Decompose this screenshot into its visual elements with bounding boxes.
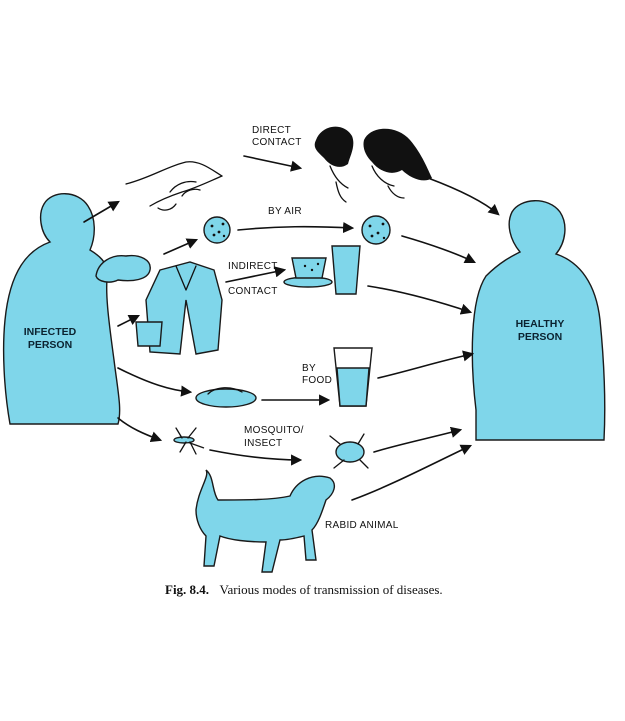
route-direct-contact-line1: DIRECT	[252, 125, 291, 136]
handshake-illustration	[125, 161, 223, 211]
route-mosquito-insect-line1: MOSQUITO/	[244, 425, 304, 436]
rabid-dog-illustration	[195, 469, 336, 573]
route-by-air: BY AIR	[268, 206, 302, 217]
insect-illustration	[329, 433, 369, 469]
healthy-person-figure: HEALTHY PERSON	[471, 200, 606, 441]
breath-cloud-illustration	[95, 254, 151, 283]
mosquito-illustration	[173, 427, 205, 455]
infected-label-line2: PERSON	[28, 339, 72, 351]
route-by-food-line2: FOOD	[302, 375, 332, 386]
route-indirect-contact-line2: CONTACT	[228, 286, 278, 297]
figure-number: Fig. 8.4.	[165, 582, 209, 597]
infected-person-figure: INFECTED PERSON	[2, 193, 151, 425]
glass-illustration-left	[135, 321, 163, 347]
route-by-food-line1: BY	[302, 363, 316, 374]
infected-label-line1: INFECTED	[24, 326, 77, 338]
drinking-glass-illustration	[331, 245, 361, 295]
route-direct-contact-line2: CONTACT	[252, 137, 302, 148]
route-indirect-contact-line1: INDIRECT	[228, 261, 278, 272]
healthy-label-line1: HEALTHY	[516, 318, 565, 330]
healthy-label-line2: PERSON	[518, 331, 562, 343]
kissing-couple-illustration	[314, 126, 432, 203]
arrows	[83, 155, 500, 501]
figure-caption: Fig. 8.4. Various modes of transmission …	[165, 581, 443, 598]
air-droplet-illustration	[203, 216, 231, 244]
route-rabid-animal: RABID ANIMAL	[325, 520, 399, 531]
figure-caption-text: Various modes of transmission of disease…	[220, 582, 443, 597]
route-mosquito-insect-line2: INSECT	[244, 438, 282, 449]
water-glass-illustration	[333, 347, 373, 407]
air-droplet-illustration-right	[361, 215, 391, 245]
food-plate-illustration	[195, 387, 257, 408]
cup-and-saucer-illustration	[283, 257, 333, 288]
